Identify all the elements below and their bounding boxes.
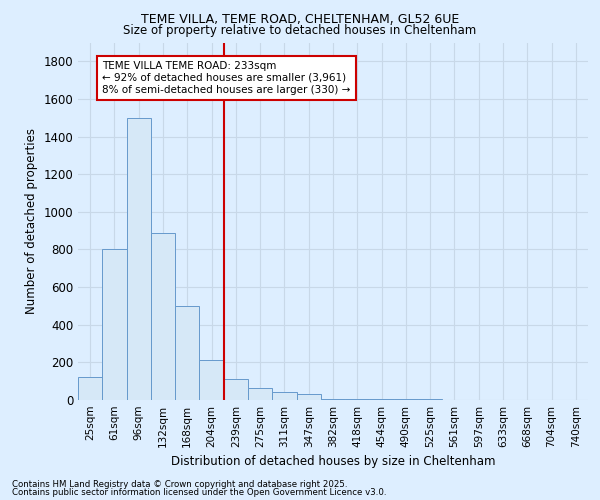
Y-axis label: Number of detached properties: Number of detached properties <box>25 128 38 314</box>
Bar <box>321 399 345 400</box>
Bar <box>127 118 151 400</box>
Bar <box>272 392 296 400</box>
Bar <box>224 380 248 400</box>
Text: Contains public sector information licensed under the Open Government Licence v3: Contains public sector information licen… <box>12 488 386 497</box>
Bar <box>394 399 418 400</box>
Bar <box>248 388 272 400</box>
X-axis label: Distribution of detached houses by size in Cheltenham: Distribution of detached houses by size … <box>171 456 495 468</box>
Bar <box>296 394 321 400</box>
Bar <box>370 399 394 400</box>
Text: TEME VILLA, TEME ROAD, CHELTENHAM, GL52 6UE: TEME VILLA, TEME ROAD, CHELTENHAM, GL52 … <box>141 12 459 26</box>
Bar <box>102 250 127 400</box>
Bar <box>418 399 442 400</box>
Text: Size of property relative to detached houses in Cheltenham: Size of property relative to detached ho… <box>124 24 476 37</box>
Text: Contains HM Land Registry data © Crown copyright and database right 2025.: Contains HM Land Registry data © Crown c… <box>12 480 347 489</box>
Bar <box>151 232 175 400</box>
Bar <box>78 378 102 400</box>
Bar <box>199 360 224 400</box>
Text: TEME VILLA TEME ROAD: 233sqm
← 92% of detached houses are smaller (3,961)
8% of : TEME VILLA TEME ROAD: 233sqm ← 92% of de… <box>102 62 350 94</box>
Bar <box>345 399 370 400</box>
Bar <box>175 306 199 400</box>
